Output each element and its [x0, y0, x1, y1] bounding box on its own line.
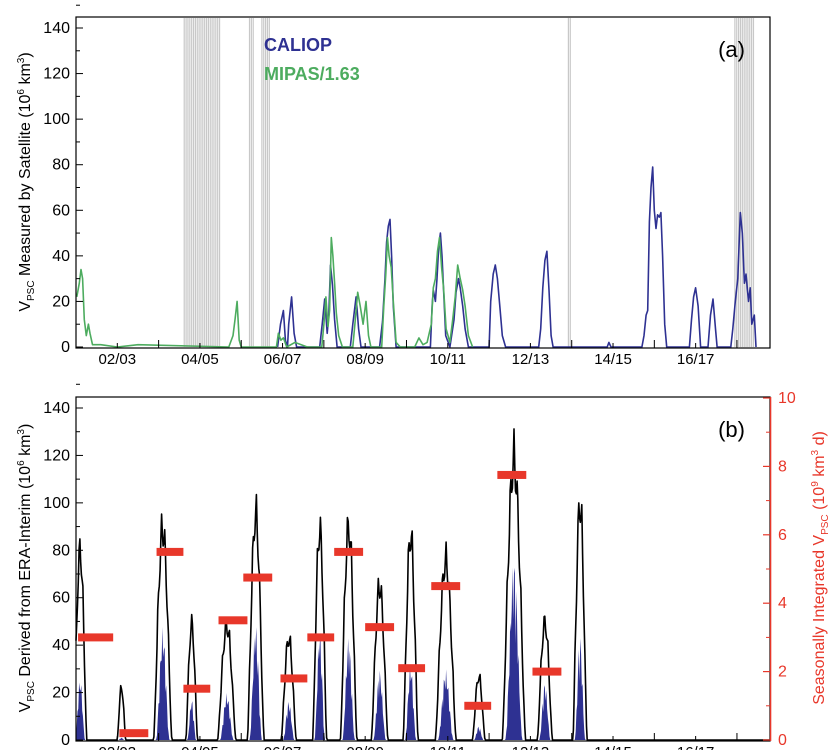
- legend-caliop: CALIOP: [264, 35, 332, 55]
- x-tick-label: 16/17: [677, 351, 715, 368]
- x-tick-label: 06/07: [264, 744, 302, 750]
- x-tick-label: 04/05: [181, 744, 219, 750]
- series-line-caliop: [276, 166, 757, 348]
- x-tick-label: 02/03: [99, 744, 137, 750]
- panel-a-y-axis-title: VPSC Measured by Satellite (106 km3): [16, 52, 37, 311]
- x-tick-label: 14/15: [594, 744, 632, 750]
- panel-b-y-axis: 0 20 40 60 80 100 120 140: [43, 383, 83, 749]
- y-tick-label: 120: [43, 66, 70, 83]
- x-tick-label: 12/13: [512, 744, 550, 750]
- y-tick-label: 140: [43, 20, 70, 37]
- y-tick-label: 20: [52, 685, 70, 702]
- integrated-bar: [156, 547, 184, 556]
- integrated-bar: [119, 729, 149, 738]
- era-interim-line: [75, 428, 771, 741]
- integrated-bar: [183, 684, 211, 693]
- integrated-bar: [365, 623, 395, 632]
- integrated-bar: [307, 633, 335, 642]
- panel-b-y2-axis-title: Seasonally Integrated VPSC (109 km3 d): [810, 431, 831, 705]
- panel-b-line: [75, 428, 771, 741]
- integrated-bar: [532, 667, 562, 676]
- integrated-bar: [280, 674, 308, 683]
- x-tick-label: 16/17: [677, 744, 715, 750]
- panel-a-y-axis: 0 20 40 60 80 100 120 140: [43, 4, 83, 356]
- panel-b-y2-axis: 0 2 4 6 8 10: [763, 390, 796, 749]
- x-tick-label: 06/07: [264, 351, 302, 368]
- panel-a-series: [76, 166, 757, 348]
- panel-a: 0 20 40 60 80 100 120 140 02/03 04/05 06/07 08/09 1…: [16, 4, 771, 368]
- x-tick-label: 10/11: [430, 351, 466, 368]
- y-tick-label: 60: [52, 590, 70, 607]
- integrated-bar: [78, 633, 114, 642]
- integrated-bar: [398, 664, 426, 673]
- y-tick-label: 120: [43, 447, 70, 464]
- x-tick-label: 12/13: [512, 351, 550, 368]
- panel-b-fill: [76, 567, 770, 740]
- y-tick-label: 40: [52, 248, 70, 265]
- y2-tick-label: 0: [778, 732, 787, 749]
- integrated-bar: [464, 701, 492, 710]
- x-tick-label: 14/15: [594, 351, 632, 368]
- y2-tick-label: 2: [778, 664, 787, 681]
- y2-tick-label: 4: [778, 595, 787, 612]
- series-line-mipas-1-63: [76, 236, 474, 348]
- y-tick-label: 40: [52, 637, 70, 654]
- integrated-bar: [218, 616, 248, 625]
- caliop-derived-fill: [76, 567, 770, 740]
- integrated-bar: [243, 573, 273, 582]
- panel-b-x-axis: 02/03 04/05 06/07 08/09 10/11 12/13 14/15 16/17: [75, 733, 738, 750]
- panel-a-x-axis: 02/03 04/05 06/07 08/09 10/11 12/13 14/15 16/17: [75, 340, 738, 368]
- y-tick-label: 80: [52, 542, 70, 559]
- x-tick-label: 02/03: [99, 351, 137, 368]
- y2-tick-label: 10: [778, 390, 796, 407]
- integrated-bar: [497, 470, 527, 479]
- panel-b-label: (b): [718, 417, 745, 442]
- y-tick-label: 100: [43, 495, 70, 512]
- integrated-bar: [431, 582, 461, 591]
- x-tick-label: 10/11: [430, 744, 466, 750]
- x-tick-label: 08/09: [346, 744, 384, 750]
- panel-b-y-axis-title: VPSC Derived from ERA-Interim (106 km3): [16, 424, 37, 713]
- panel-b: 0 20 40 60 80 100 120 140 0 2 4 6 8 10 02/03 04/05 06/…: [16, 383, 831, 750]
- panel-a-frame: [75, 16, 771, 349]
- y-tick-label: 20: [52, 293, 70, 310]
- x-tick-label: 08/09: [346, 351, 384, 368]
- y-tick-label: 60: [52, 202, 70, 219]
- legend-mipas: MIPAS/1.63: [264, 64, 360, 84]
- y2-tick-label: 6: [778, 527, 787, 544]
- x-tick-label: 04/05: [181, 351, 219, 368]
- y-tick-label: 0: [61, 339, 70, 356]
- y-tick-label: 80: [52, 157, 70, 174]
- y2-tick-label: 8: [778, 458, 787, 475]
- integrated-bar: [334, 547, 364, 556]
- y-tick-label: 140: [43, 400, 70, 417]
- panel-b-frame: [75, 396, 771, 742]
- panel-b-integrated-bars: [78, 470, 562, 738]
- panel-a-label: (a): [718, 37, 745, 62]
- y-tick-label: 100: [43, 111, 70, 128]
- y-tick-label: 0: [61, 732, 70, 749]
